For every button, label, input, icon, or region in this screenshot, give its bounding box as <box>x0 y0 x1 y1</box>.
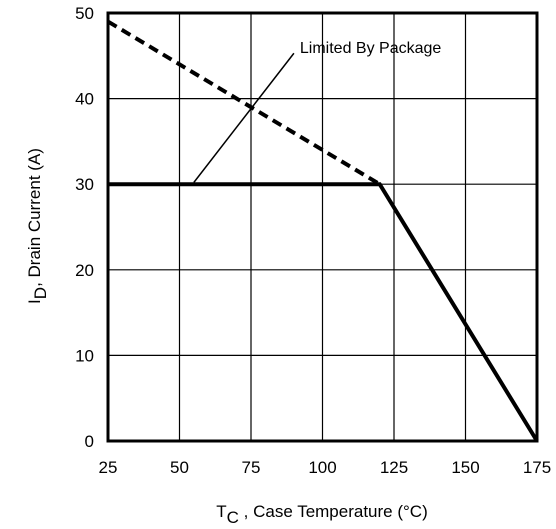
series-line-dashed <box>106 19 381 186</box>
annotation-leader-line <box>193 52 295 183</box>
x-axis-title-rest: , Case Temperature (°C) <box>239 502 428 521</box>
y-tick-label: 40 <box>75 90 94 109</box>
x-tick-label: 75 <box>242 458 261 477</box>
x-axis-title-sub: C <box>227 508 239 527</box>
grid-lines <box>107 12 538 442</box>
series-line-solid <box>108 182 539 443</box>
y-tick-label: 30 <box>75 175 94 194</box>
y-tick-labels: 0 10 20 30 40 50 <box>75 4 94 451</box>
x-axis-title: TC , Case Temperature (°C) <box>216 502 428 527</box>
y-tick-label: 50 <box>75 4 94 23</box>
x-tick-label: 175 <box>523 458 551 477</box>
y-tick-label: 0 <box>85 432 94 451</box>
y-axis-title: ID, Drain Current (A) <box>25 148 50 304</box>
x-tick-label: 50 <box>170 458 189 477</box>
annotation-label: Limited By Package <box>300 40 442 57</box>
x-tick-labels: 25 50 75 100 125 150 175 <box>99 458 552 477</box>
series-group <box>106 19 539 443</box>
x-tick-label: 150 <box>451 458 479 477</box>
x-axis-title-main: T <box>216 502 226 521</box>
y-tick-label: 10 <box>75 346 94 365</box>
y-axis-title-rest: , Drain Current (A) <box>25 148 44 287</box>
x-tick-label: 25 <box>99 458 118 477</box>
x-tick-label: 100 <box>308 458 336 477</box>
annotations: Limited By Package <box>193 40 442 183</box>
y-axis-title-main: I <box>25 299 44 304</box>
y-axis-title-sub: D <box>31 287 50 299</box>
x-tick-label: 125 <box>380 458 408 477</box>
plot-frame <box>106 11 539 443</box>
y-tick-label: 20 <box>75 261 94 280</box>
